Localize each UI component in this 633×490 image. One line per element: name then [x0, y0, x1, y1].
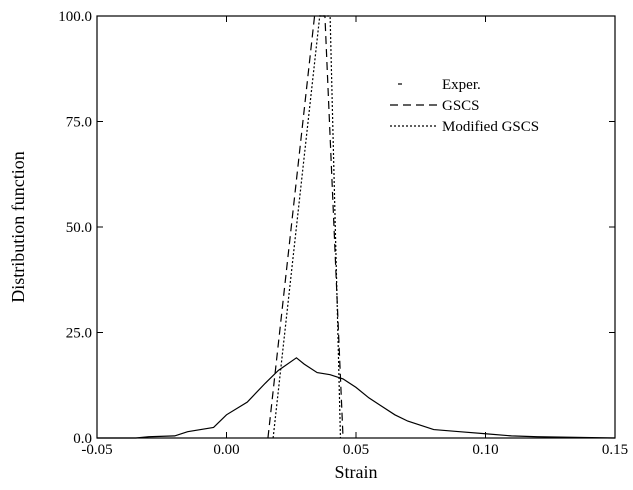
x-tick-label: 0.15: [602, 442, 628, 458]
y-axis-label: Distribution function: [8, 151, 28, 303]
x-tick-label: 0.10: [472, 442, 498, 458]
y-tick-label: 50.0: [66, 220, 92, 236]
x-tick-label: -0.05: [81, 442, 112, 458]
legend-label: Exper.: [442, 77, 481, 93]
x-tick-label: 0.05: [343, 442, 369, 458]
series-line: [97, 357, 616, 439]
legend-label: Modified GSCS: [442, 119, 539, 135]
x-tick-label: 0.00: [213, 442, 239, 458]
legend-label: GSCS: [442, 98, 480, 114]
series-line: [272, 15, 342, 439]
y-tick-label: 100.0: [58, 9, 92, 25]
y-tick-label: 0.0: [73, 431, 92, 447]
plot-frame: [96, 15, 616, 439]
y-tick-label: 25.0: [66, 326, 92, 342]
y-tick-label: 75.0: [66, 115, 92, 131]
x-axis-label: Strain: [335, 462, 378, 482]
